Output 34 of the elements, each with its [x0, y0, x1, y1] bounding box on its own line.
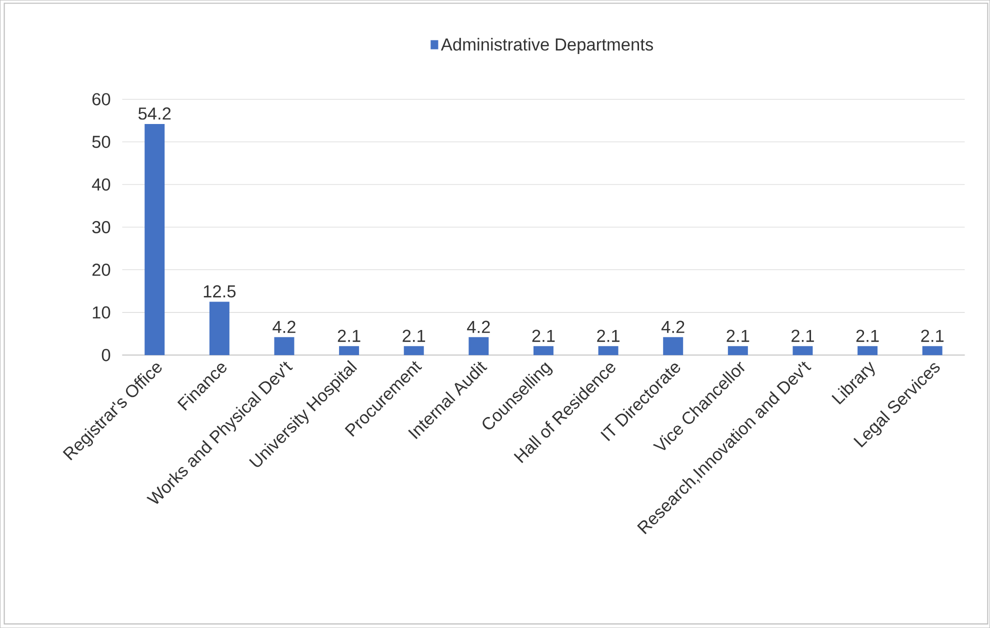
y-tick-label: 50	[92, 136, 110, 148]
bar	[663, 337, 684, 355]
bar	[274, 337, 294, 355]
bar	[858, 346, 878, 355]
data-label: 54.2	[138, 107, 171, 120]
data-label: 12.5	[204, 285, 236, 298]
y-tick-label: 60	[92, 92, 110, 106]
bar	[792, 346, 813, 355]
data-label: 2.1	[726, 330, 750, 342]
data-label: 2.1	[921, 330, 944, 342]
y-tick-label: 40	[92, 178, 110, 191]
data-label: 2.1	[402, 330, 426, 342]
bar	[598, 346, 618, 355]
bar	[922, 346, 942, 355]
bar	[209, 302, 230, 355]
bar	[404, 346, 424, 355]
y-tick-label: 30	[92, 220, 110, 234]
data-label: 2.1	[597, 330, 620, 342]
bar	[533, 346, 554, 355]
data-label: 2.1	[856, 330, 879, 342]
data-label: 4.2	[661, 320, 684, 333]
data-label: 2.1	[792, 330, 814, 342]
bar	[339, 346, 360, 355]
bar	[144, 124, 165, 355]
data-label: 4.2	[467, 320, 490, 333]
bar	[728, 346, 748, 355]
legend-label: Administrative Departments	[440, 38, 654, 54]
data-label: 4.2	[272, 320, 296, 333]
y-tick-label: 10	[92, 306, 110, 318]
y-tick-label: 0	[102, 348, 110, 362]
data-label: 2.1	[532, 330, 555, 342]
data-label: 2.1	[338, 330, 360, 342]
y-tick-label: 20	[92, 264, 110, 276]
bar	[468, 337, 489, 355]
